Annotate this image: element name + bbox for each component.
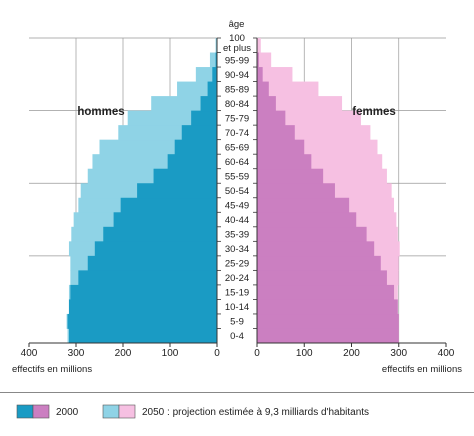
bar-femmes-2000-60-64 [257, 154, 312, 170]
bar-hommes-2000-25-29 [87, 255, 217, 271]
bar-hommes-2000-0-4 [68, 328, 217, 344]
legend: 2000 2050 : projection estimée à 9,3 mil… [0, 392, 474, 419]
bar-hommes-2000-75-79 [191, 110, 217, 126]
bar-femmes-2000-50-54 [257, 183, 335, 199]
age-label-35-39: 35-39 [225, 230, 249, 241]
axes: 400 300 200 100 0 0 100 200 300 400 [21, 37, 455, 359]
age-label-15-19: 15-19 [225, 288, 249, 299]
x-tick-label-left: 400 [21, 348, 38, 359]
bar-femmes-2000-10-14 [257, 299, 398, 315]
age-label-25-29: 25-29 [225, 259, 249, 270]
age-label-0-4: 0-4 [230, 331, 244, 342]
x-axis-label-right: effectifs en millions [382, 364, 462, 375]
bar-hommes-2000-30-34 [94, 241, 217, 257]
bar-femmes-2000-40-44 [257, 212, 357, 228]
x-tick-label-left: 200 [115, 348, 132, 359]
bar-femmes-2000-65-69 [257, 139, 305, 155]
age-label-60-64: 60-64 [225, 157, 249, 168]
legend-label-2000: 2000 [56, 407, 79, 418]
left-group-label: hommes [77, 106, 124, 118]
age-label-70-74: 70-74 [225, 128, 249, 139]
age-label-40-44: 40-44 [225, 215, 249, 226]
age-label-65-69: 65-69 [225, 142, 249, 153]
bar-hommes-2000-50-54 [137, 183, 217, 199]
bar-femmes-2050-100-et-plus [257, 38, 261, 53]
bar-femmes-2050-80-84 [257, 96, 343, 112]
bar-hommes-2000-85-89 [207, 81, 217, 97]
bar-hommes-2050-95-99 [209, 52, 217, 68]
age-labels: 0-4 5-9 10-14 15-19 20-24 25-29 30-34 35-39 40-4… [223, 33, 251, 342]
bar-hommes-2050-85-89 [177, 81, 217, 97]
age-header: âge [229, 19, 245, 30]
x-tick-label-right: 400 [438, 348, 455, 359]
bar-femmes-2050-90-94 [257, 67, 293, 82]
legend-swatch-men-2000 [16, 404, 34, 419]
bar-femmes-2000-20-24 [257, 270, 387, 286]
age-label-90-94: 90-94 [225, 70, 249, 81]
age-label-45-49: 45-49 [225, 201, 249, 212]
bar-femmes-2000-70-74 [257, 125, 295, 141]
age-label-10-14: 10-14 [225, 302, 249, 313]
bar-hommes-2000-60-64 [167, 154, 217, 170]
bar-femmes-2000-0-4 [257, 328, 399, 344]
x-tick-label-right: 0 [254, 348, 260, 359]
age-label-80-84: 80-84 [225, 99, 249, 110]
bar-femmes-2000-25-29 [257, 255, 381, 271]
bar-hommes-2000-20-24 [78, 270, 217, 286]
bar-hommes-2000-45-49 [120, 197, 217, 213]
age-label-20-24: 20-24 [225, 273, 249, 284]
legend-swatch-women-2050 [118, 404, 136, 419]
bar-femmes-2000-45-49 [257, 197, 350, 213]
bar-hommes-2000-10-14 [68, 299, 217, 315]
bar-hommes-2050-100-et-plus [215, 38, 217, 53]
bar-hommes-2050-90-94 [195, 67, 217, 82]
x-tick-label-left: 100 [162, 348, 179, 359]
bar-hommes-2000-65-69 [174, 139, 217, 155]
age-label-5-9: 5-9 [230, 317, 244, 328]
bar-femmes-2000-90-94 [257, 67, 263, 82]
x-tick-label-right: 200 [343, 348, 360, 359]
x-tick-label-left: 0 [214, 348, 220, 359]
bar-femmes-2000-55-59 [257, 168, 324, 184]
bar-hommes-2000-35-39 [103, 226, 217, 242]
age-label-55-59: 55-59 [225, 171, 249, 182]
bar-hommes-2000-95-99 [215, 52, 217, 68]
age-label-85-89: 85-89 [225, 84, 249, 95]
bar-femmes-2000-30-34 [257, 241, 375, 257]
age-label-95-99: 95-99 [225, 55, 249, 66]
bar-femmes-2000-80-84 [257, 96, 276, 112]
legend-swatch-men-2050 [102, 404, 120, 419]
bar-hommes-2000-5-9 [67, 313, 217, 329]
bar-hommes-2000-80-84 [200, 96, 217, 112]
x-tick-label-left: 300 [68, 348, 85, 359]
age-label-50-54: 50-54 [225, 186, 249, 197]
bar-femmes-2000-35-39 [257, 226, 367, 242]
age-label-top: et plus [223, 43, 251, 54]
age-label-75-79: 75-79 [225, 113, 249, 124]
age-label-30-34: 30-34 [225, 244, 249, 255]
bar-femmes-2000-75-79 [257, 110, 286, 126]
bar-hommes-2000-55-59 [153, 168, 217, 184]
legend-label-2050: 2050 : projection estimée à 9,3 milliard… [142, 407, 369, 418]
bar-hommes-2000-15-19 [70, 284, 217, 300]
age-label-top: 100 [229, 33, 245, 44]
bar-femmes-2000-85-89 [257, 81, 269, 97]
bar-femmes-2050-95-99 [257, 52, 272, 68]
bar-femmes-2000-15-19 [257, 284, 395, 300]
bar-femmes-2000-95-99 [257, 52, 259, 68]
bar-femmes-2000-5-9 [257, 313, 399, 329]
right-group-label: femmes [352, 106, 395, 118]
x-tick-label-right: 100 [296, 348, 313, 359]
legend-swatch-women-2000 [32, 404, 50, 419]
bars [66, 38, 400, 344]
bar-femmes-2050-85-89 [257, 81, 319, 97]
bar-hommes-2000-90-94 [212, 67, 217, 82]
bar-hommes-2000-70-74 [181, 125, 217, 141]
bar-hommes-2000-40-44 [113, 212, 217, 228]
x-axis-label-left: effectifs en millions [12, 364, 92, 375]
x-tick-label-right: 300 [390, 348, 407, 359]
